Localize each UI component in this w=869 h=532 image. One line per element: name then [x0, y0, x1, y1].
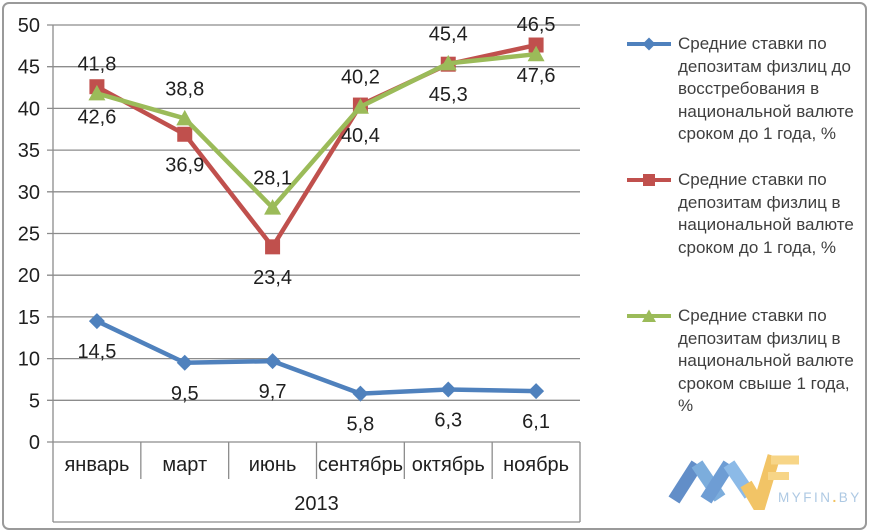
- svg-text:40,4: 40,4: [341, 125, 380, 147]
- data-labels: 42,6 36,9 23,4 40,4 45,3 47,6: [77, 65, 555, 289]
- svg-text:41,8: 41,8: [77, 53, 116, 75]
- svg-text:45,3: 45,3: [429, 84, 468, 106]
- svg-text:5: 5: [29, 390, 40, 412]
- gridlines: [47, 24, 580, 443]
- series-blue-diamond: [88, 313, 545, 402]
- svg-text:2013: 2013: [294, 493, 339, 515]
- svg-text:28,1: 28,1: [253, 168, 292, 190]
- legend: Средние ставки по депозитам физлиц до во…: [626, 0, 868, 450]
- axis-lines: [52, 25, 581, 523]
- myfin-logo-icon: MYFIN.BY: [668, 454, 862, 523]
- svg-text:50: 50: [18, 15, 40, 37]
- svg-text:38,8: 38,8: [165, 78, 204, 100]
- svg-text:40: 40: [18, 98, 40, 120]
- svg-text:январь: январь: [64, 454, 129, 476]
- svg-text:март: март: [162, 454, 207, 476]
- svg-text:5,8: 5,8: [347, 414, 375, 436]
- svg-text:14,5: 14,5: [77, 341, 116, 363]
- svg-text:июнь: июнь: [249, 454, 297, 476]
- data-labels: 41,8 38,8 28,1 40,2 45,4 46,5: [77, 14, 555, 189]
- green-triangle-series-icon: [627, 309, 671, 322]
- svg-text:36,9: 36,9: [165, 154, 204, 176]
- svg-text:9,5: 9,5: [171, 383, 199, 405]
- svg-text:9,7: 9,7: [259, 381, 287, 403]
- legend-item-demand-deposits: Средние ставки по депозитам физлиц до во…: [626, 33, 869, 146]
- svg-text:ноябрь: ноябрь: [503, 454, 569, 476]
- x-axis-category-labels: январь март июнь сентябрь октябрь ноябрь 2013: [64, 454, 569, 515]
- blue-diamond-series-icon: [627, 37, 671, 51]
- svg-text:6,3: 6,3: [434, 409, 462, 431]
- svg-text:15: 15: [18, 307, 40, 329]
- legend-label-demand-deposits: Средние ставки по депозитам физлиц до во…: [678, 34, 854, 143]
- svg-text:42,6: 42,6: [77, 107, 116, 129]
- svg-text:октябрь: октябрь: [412, 454, 485, 476]
- legend-item-under-1-year: Средние ставки по депозитам физлиц в нац…: [626, 169, 869, 259]
- series-red-square: [89, 37, 544, 255]
- svg-text:46,5: 46,5: [517, 14, 556, 36]
- svg-text:23,4: 23,4: [253, 267, 292, 289]
- svg-text:45: 45: [18, 57, 40, 79]
- svg-text:сентябрь: сентябрь: [318, 454, 403, 476]
- svg-text:40,2: 40,2: [341, 67, 380, 89]
- legend-label-under-1-year: Средние ставки по депозитам физлиц в нац…: [678, 170, 854, 257]
- data-labels: 14,5 9,5 9,7 5,8 6,3 6,1: [77, 341, 550, 436]
- svg-text:35: 35: [18, 140, 40, 162]
- myfin-watermark: MYFIN.BY: [668, 450, 868, 523]
- svg-text:25: 25: [18, 224, 40, 246]
- svg-text:10: 10: [18, 349, 40, 371]
- myfin-wordmark: MYFIN.BY: [778, 490, 862, 505]
- series-green-triangle: [88, 45, 545, 215]
- legend-item-over-1-year: Средние ставки по депозитам физлиц в нац…: [626, 305, 869, 418]
- red-square-series-icon: [627, 174, 671, 186]
- svg-text:47,6: 47,6: [517, 65, 556, 87]
- y-axis-tick-labels: 0 5 10 15 20 25 30 35 40 45 50: [18, 15, 40, 454]
- svg-text:45,4: 45,4: [429, 23, 468, 45]
- svg-text:6,1: 6,1: [522, 411, 550, 433]
- legend-label-over-1-year: Средние ставки по депозитам физлиц в нац…: [678, 306, 854, 415]
- svg-text:20: 20: [18, 265, 40, 287]
- svg-text:0: 0: [29, 432, 40, 454]
- svg-text:30: 30: [18, 182, 40, 204]
